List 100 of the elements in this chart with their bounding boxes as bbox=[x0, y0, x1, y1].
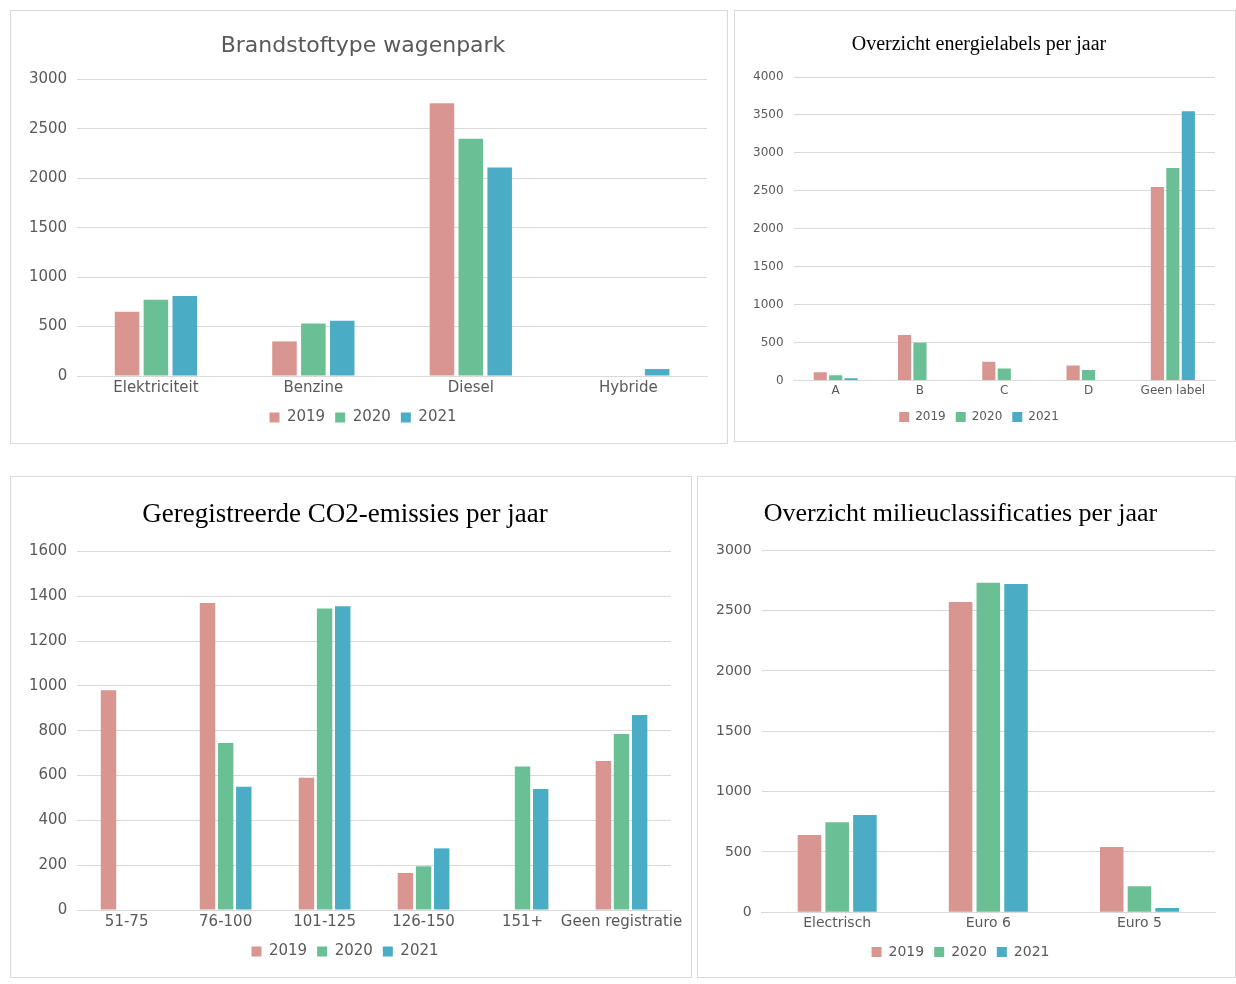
bar bbox=[514, 766, 531, 910]
y-tick-label: 1000 bbox=[715, 782, 752, 799]
bar bbox=[853, 815, 877, 912]
y-tick-label: 0 bbox=[742, 902, 752, 919]
y-tick-label: 500 bbox=[38, 316, 68, 335]
bar bbox=[1066, 365, 1080, 381]
x-tick-label: Euro 6 bbox=[965, 914, 1011, 931]
bar bbox=[997, 368, 1011, 381]
bar bbox=[429, 103, 455, 376]
y-tick-label: 1500 bbox=[28, 217, 68, 236]
x-tick-label: 101-125 bbox=[293, 911, 356, 930]
y-tick-label: 2000 bbox=[715, 661, 752, 678]
bar bbox=[114, 311, 140, 376]
y-tick-label: 2500 bbox=[752, 182, 784, 197]
bar bbox=[813, 372, 827, 381]
legend-label: 2020 bbox=[334, 941, 373, 960]
x-tick-label: 151+ bbox=[501, 911, 544, 930]
x-tick-label: Elektriciteit bbox=[113, 377, 199, 396]
legend-label: 2021 bbox=[1028, 409, 1059, 424]
x-tick-label: 126-150 bbox=[392, 911, 455, 930]
chart-title: Geregistreerde CO2-emissies per jaar bbox=[142, 498, 548, 529]
legend-label: 2021 bbox=[400, 941, 439, 960]
x-tick-label: 51-75 bbox=[104, 911, 149, 930]
bar bbox=[487, 167, 512, 376]
bar bbox=[316, 608, 333, 910]
bar bbox=[1155, 907, 1179, 912]
bar bbox=[829, 375, 843, 381]
bar bbox=[1181, 111, 1195, 381]
bar bbox=[1004, 583, 1028, 912]
legend-label: 2020 bbox=[971, 409, 1003, 424]
bar bbox=[272, 341, 297, 376]
bar bbox=[1099, 847, 1124, 912]
x-tick-label: 76-100 bbox=[199, 911, 253, 930]
bar bbox=[329, 320, 355, 376]
x-tick-label: Diesel bbox=[447, 377, 494, 396]
y-tick-label: 800 bbox=[38, 720, 68, 739]
bar bbox=[913, 342, 927, 381]
legend-label: 2019 bbox=[915, 409, 946, 424]
bar bbox=[631, 715, 648, 910]
x-tick-label: Benzine bbox=[283, 377, 344, 396]
bar bbox=[976, 582, 1001, 912]
y-tick-label: 0 bbox=[775, 372, 784, 387]
x-tick-label: Geen label bbox=[1140, 382, 1206, 397]
chart-title: Brandstoftype wagenpark bbox=[220, 31, 506, 57]
bar bbox=[613, 734, 630, 910]
bar bbox=[335, 606, 351, 910]
legend-label: 2019 bbox=[286, 407, 326, 426]
y-tick-label: 500 bbox=[760, 334, 784, 349]
bar bbox=[172, 295, 198, 376]
bar bbox=[236, 786, 252, 910]
bar bbox=[143, 299, 169, 376]
bar bbox=[1166, 168, 1180, 381]
bar bbox=[644, 369, 670, 376]
bar bbox=[797, 834, 822, 912]
x-tick-label: C bbox=[1000, 382, 1009, 397]
bar bbox=[298, 777, 315, 910]
y-tick-label: 400 bbox=[38, 810, 68, 829]
y-tick-label: 4000 bbox=[752, 69, 784, 84]
bar bbox=[434, 848, 450, 910]
chart-title: Overzicht milieuclassificaties per jaar bbox=[763, 498, 1158, 528]
x-tick-label: Hybride bbox=[598, 377, 658, 396]
legend-label: 2020 bbox=[951, 942, 987, 959]
x-tick-label: Geen registratie bbox=[560, 911, 683, 930]
bar bbox=[458, 138, 484, 376]
x-tick-label: Electrisch bbox=[803, 914, 872, 931]
bar bbox=[982, 361, 996, 381]
bar bbox=[897, 335, 912, 381]
y-tick-label: 1200 bbox=[28, 630, 68, 649]
x-tick-label: B bbox=[915, 382, 925, 397]
legend-label: 2021 bbox=[1013, 942, 1050, 959]
x-tick-label: Euro 5 bbox=[1116, 914, 1162, 931]
legend-label: 2020 bbox=[352, 407, 391, 426]
bar bbox=[532, 788, 549, 910]
bar bbox=[948, 602, 973, 912]
y-tick-label: 1600 bbox=[28, 541, 68, 560]
legend-label: 2019 bbox=[268, 941, 308, 960]
bar bbox=[1150, 187, 1164, 381]
y-tick-label: 3500 bbox=[752, 107, 784, 122]
bar bbox=[595, 760, 612, 910]
bar bbox=[100, 690, 117, 910]
y-tick-label: 2500 bbox=[28, 118, 68, 137]
x-tick-label: A bbox=[831, 382, 841, 397]
y-tick-label: 3000 bbox=[28, 69, 68, 88]
y-tick-label: 0 bbox=[57, 899, 68, 918]
y-tick-label: 0 bbox=[57, 365, 68, 384]
bar bbox=[397, 873, 414, 910]
y-tick-label: 500 bbox=[724, 842, 752, 859]
bar bbox=[217, 743, 234, 910]
bar bbox=[1127, 886, 1152, 912]
bar bbox=[1081, 369, 1096, 381]
bar bbox=[301, 323, 326, 376]
y-tick-label: 2000 bbox=[752, 220, 784, 235]
y-tick-label: 3000 bbox=[752, 145, 784, 160]
legend-label: 2019 bbox=[888, 942, 925, 959]
chart-title: Overzicht energielabels per jaar bbox=[851, 32, 1107, 56]
bar bbox=[415, 866, 432, 910]
legend-label: 2021 bbox=[418, 407, 457, 426]
y-tick-label: 600 bbox=[38, 765, 68, 784]
y-tick-label: 2500 bbox=[715, 601, 752, 618]
y-tick-label: 1500 bbox=[715, 721, 752, 738]
